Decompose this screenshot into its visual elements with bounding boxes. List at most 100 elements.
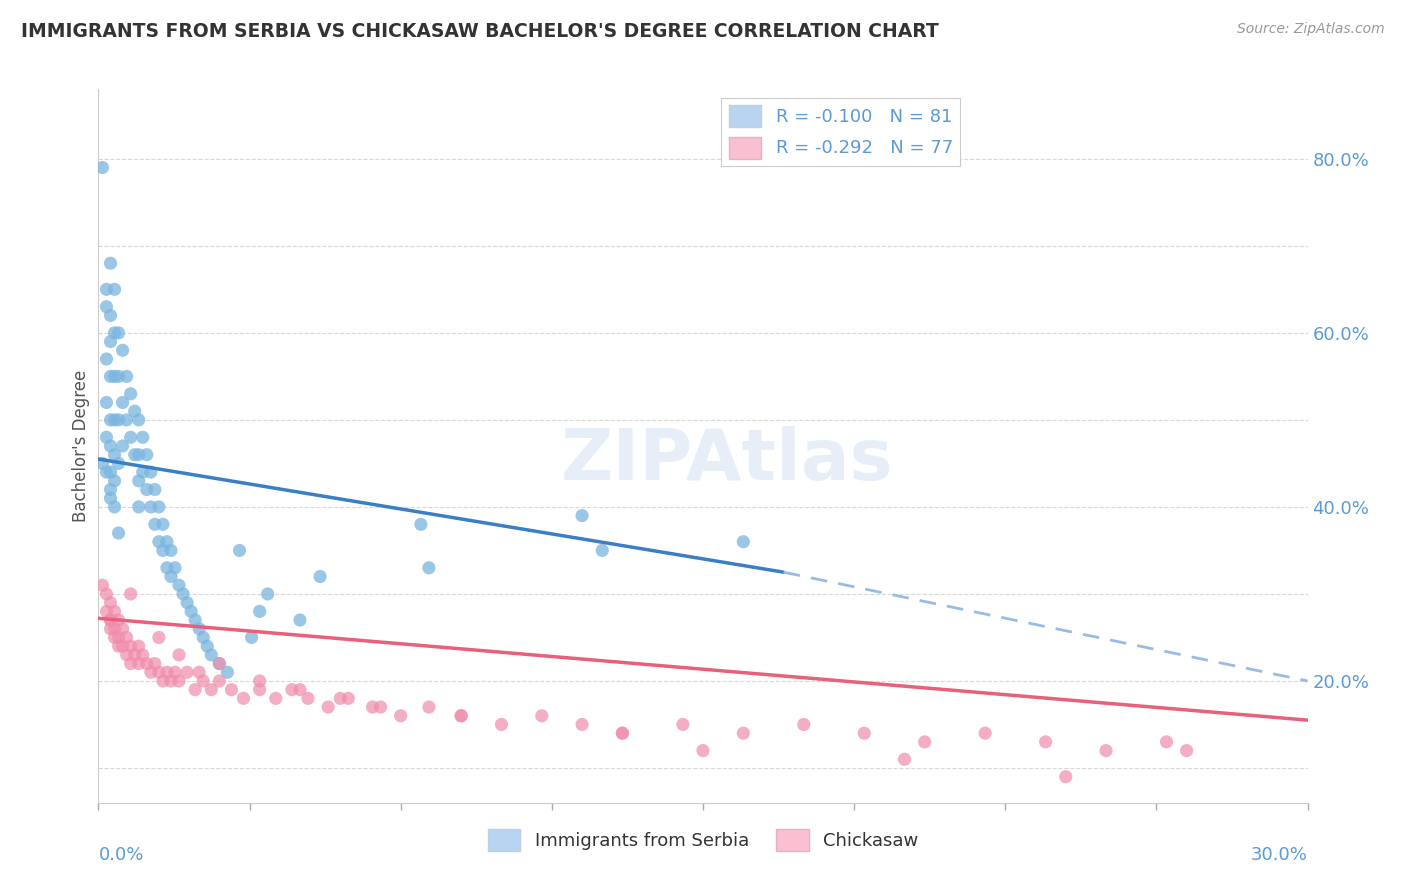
Y-axis label: Bachelor's Degree: Bachelor's Degree [72,370,90,522]
Point [91,457,114,471]
Point [96,604,118,618]
Point [143,483,166,497]
Point [974,726,997,740]
Point [208,657,231,671]
Point [91,161,114,175]
Point [128,639,150,653]
Point [156,665,179,680]
Point [160,673,183,688]
Point [200,682,222,697]
Point [148,500,170,514]
Point [107,369,129,384]
Point [167,673,190,688]
Point [135,448,157,462]
Point [96,465,118,479]
Point [143,517,166,532]
Point [100,613,122,627]
Point [120,430,142,444]
Point [591,543,613,558]
Point [288,613,311,627]
Point [148,534,170,549]
Point [329,691,352,706]
Point [96,300,118,314]
Point [156,534,179,549]
Point [409,517,432,532]
Point [571,508,593,523]
Point [96,282,118,296]
Point [100,439,122,453]
Point [100,491,122,506]
Point [188,622,211,636]
Point [249,682,271,697]
Point [100,465,122,479]
Point [111,622,134,636]
Point [128,413,150,427]
Point [249,673,271,688]
Point [148,665,170,680]
Point [96,430,118,444]
Point [115,631,138,645]
Point [148,631,170,645]
Point [180,604,202,618]
Point [160,543,183,558]
Point [120,657,142,671]
Point [733,726,755,740]
Point [176,596,198,610]
Point [103,326,125,340]
Point [200,648,222,662]
Point [530,708,553,723]
Point [103,500,125,514]
Point [128,448,150,462]
Point [111,639,134,653]
Point [124,448,146,462]
Text: IMMIGRANTS FROM SERBIA VS CHICKASAW BACHELOR'S DEGREE CORRELATION CHART: IMMIGRANTS FROM SERBIA VS CHICKASAW BACH… [21,22,939,41]
Point [167,578,190,592]
Point [103,448,125,462]
Legend: Immigrants from Serbia, Chickasaw: Immigrants from Serbia, Chickasaw [481,822,925,858]
Point [103,369,125,384]
Point [107,457,129,471]
Point [135,657,157,671]
Point [135,483,157,497]
Text: ZIPAtlas: ZIPAtlas [561,425,893,495]
Point [240,631,263,645]
Point [100,596,122,610]
Point [120,386,142,401]
Point [1095,743,1118,757]
Point [103,474,125,488]
Point [418,561,440,575]
Point [103,413,125,427]
Point [1035,735,1057,749]
Point [228,543,250,558]
Point [115,648,138,662]
Point [208,673,231,688]
Point [288,682,311,697]
Point [139,665,162,680]
Point [100,309,122,323]
Point [221,682,243,697]
Point [107,326,129,340]
Point [124,404,146,418]
Text: 30.0%: 30.0% [1251,846,1308,863]
Point [107,413,129,427]
Point [103,622,125,636]
Point [115,369,138,384]
Point [193,631,215,645]
Point [264,691,287,706]
Point [672,717,695,731]
Point [1054,770,1077,784]
Point [163,561,186,575]
Point [256,587,278,601]
Point [100,413,122,427]
Point [309,569,332,583]
Point [103,631,125,645]
Point [232,691,254,706]
Point [111,439,134,453]
Point [418,700,440,714]
Point [100,256,122,270]
Point [100,622,122,636]
Point [91,578,114,592]
Point [172,587,194,601]
Point [193,673,215,688]
Text: 0.0%: 0.0% [98,846,143,863]
